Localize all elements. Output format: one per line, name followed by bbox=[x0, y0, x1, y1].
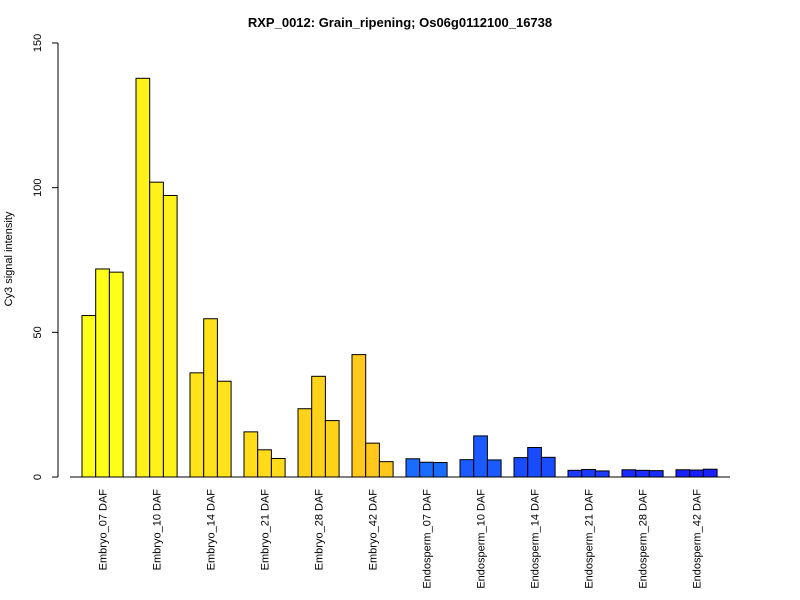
bar bbox=[311, 375, 326, 478]
x-category-label: Embryo_10 DAF bbox=[152, 489, 164, 571]
x-category-label: Endosperm_42 DAF bbox=[692, 489, 704, 589]
x-category-label: Embryo_21 DAF bbox=[260, 489, 272, 571]
bar bbox=[378, 461, 394, 478]
bar bbox=[432, 462, 448, 478]
x-category-label: Endosperm_07 DAF bbox=[422, 489, 434, 589]
bar bbox=[486, 459, 502, 478]
bar bbox=[351, 354, 367, 478]
bar bbox=[365, 442, 380, 478]
x-category-label: Embryo_14 DAF bbox=[206, 489, 218, 571]
bar bbox=[594, 470, 610, 478]
bar bbox=[675, 469, 691, 478]
bar bbox=[149, 181, 164, 478]
bar bbox=[527, 446, 542, 478]
x-category-label: Embryo_42 DAF bbox=[368, 489, 380, 571]
x-category-label: Endosperm_10 DAF bbox=[476, 489, 488, 589]
bar bbox=[189, 372, 205, 478]
bar bbox=[135, 77, 151, 478]
category-labels: Embryo_07 DAF Embryo_10 DAF Embryo_14 DAF E… bbox=[98, 489, 704, 589]
bars-group bbox=[81, 77, 718, 478]
bar bbox=[243, 431, 259, 478]
chart-title: RXP_0012: Grain_ripening; Os06g0112100_1… bbox=[248, 15, 552, 30]
bar bbox=[216, 380, 232, 478]
x-category-label: Endosperm_14 DAF bbox=[530, 489, 542, 589]
x-category-label: Endosperm_28 DAF bbox=[638, 489, 650, 589]
bar bbox=[297, 408, 313, 478]
y-tick-label: 100 bbox=[32, 178, 44, 196]
bar bbox=[581, 468, 596, 478]
bar bbox=[270, 457, 286, 478]
bar bbox=[81, 315, 97, 478]
bar bbox=[162, 194, 178, 478]
bar bbox=[108, 271, 124, 478]
bar bbox=[621, 469, 637, 478]
bar bbox=[203, 318, 218, 478]
bar bbox=[324, 420, 340, 478]
bar bbox=[95, 268, 110, 478]
bar bbox=[405, 458, 421, 478]
y-axis-label: Cy3 signal intensity bbox=[3, 211, 15, 306]
bar bbox=[702, 468, 718, 478]
bar bbox=[473, 435, 488, 478]
x-category-label: Embryo_07 DAF bbox=[98, 489, 110, 571]
y-tick-label: 50 bbox=[32, 326, 44, 338]
x-category-label: Embryo_28 DAF bbox=[314, 489, 326, 571]
bar bbox=[648, 470, 664, 478]
bar bbox=[513, 457, 529, 478]
y-tick-label: 150 bbox=[32, 34, 44, 52]
bar bbox=[419, 461, 434, 478]
x-category-label: Endosperm_21 DAF bbox=[584, 489, 596, 589]
bar bbox=[689, 469, 704, 478]
bar bbox=[257, 449, 272, 478]
bar bbox=[635, 469, 650, 478]
bar bbox=[567, 469, 583, 478]
y-tick-label: 0 bbox=[32, 474, 44, 480]
y-axis: 0 50 100 150 bbox=[32, 34, 59, 480]
bar bbox=[459, 459, 475, 478]
bar bbox=[540, 456, 556, 478]
